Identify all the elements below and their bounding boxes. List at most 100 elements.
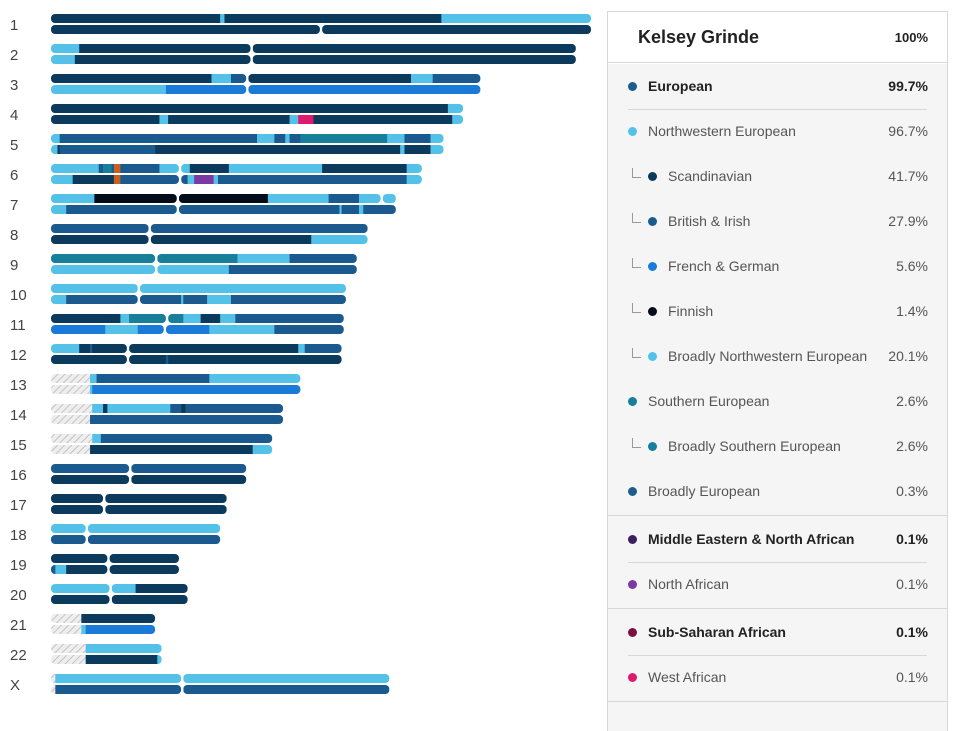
ancestry-segment[interactable] <box>72 175 115 184</box>
ancestry-segment[interactable] <box>131 475 247 484</box>
ancestry-segment[interactable] <box>452 115 464 124</box>
ancestry-segment[interactable] <box>51 674 56 683</box>
ancestry-segment[interactable] <box>109 565 180 574</box>
ancestry-segment[interactable] <box>51 224 149 233</box>
ancestry-segment[interactable] <box>51 355 128 364</box>
ancestry-segment[interactable] <box>252 445 273 454</box>
ancestry-segment[interactable] <box>51 164 100 173</box>
ancestry-segment[interactable] <box>51 584 110 593</box>
ancestry-segment[interactable] <box>51 565 56 574</box>
ancestry-segment[interactable] <box>51 374 91 383</box>
ancestry-segment[interactable] <box>235 314 344 323</box>
ancestry-segment[interactable] <box>289 134 301 143</box>
ancestry-segment[interactable] <box>257 134 275 143</box>
ancestry-segment[interactable] <box>51 625 82 634</box>
ancestry-segment[interactable] <box>339 205 342 214</box>
ancestry-segment[interactable] <box>51 434 93 443</box>
ancestry-segment[interactable] <box>363 205 396 214</box>
ancestry-segment[interactable] <box>298 344 306 353</box>
ancestry-segment[interactable] <box>387 134 405 143</box>
ancestry-segment[interactable] <box>150 235 312 244</box>
ancestry-segment[interactable] <box>55 674 182 683</box>
ancestry-segment[interactable] <box>322 164 407 173</box>
ancestry-segment[interactable] <box>51 325 106 334</box>
ancestry-segment[interactable] <box>178 194 269 203</box>
ancestry-segment[interactable] <box>92 404 104 413</box>
ancestry-segment[interactable] <box>111 164 115 173</box>
ancestry-row[interactable]: European 99.7% <box>608 64 947 109</box>
ancestry-segment[interactable] <box>100 434 273 443</box>
ancestry-segment[interactable] <box>51 205 67 214</box>
ancestry-segment[interactable] <box>90 415 284 424</box>
ancestry-segment[interactable] <box>92 385 301 394</box>
ancestry-segment[interactable] <box>51 265 156 274</box>
ancestry-segment[interactable] <box>51 44 80 53</box>
ancestry-segment[interactable] <box>231 74 247 83</box>
ancestry-segment[interactable] <box>85 625 156 634</box>
ancestry-segment[interactable] <box>81 625 86 634</box>
ancestry-segment[interactable] <box>159 115 169 124</box>
ancestry-segment[interactable] <box>90 445 253 454</box>
ancestry-segment[interactable] <box>66 295 139 304</box>
ancestry-segment[interactable] <box>55 565 67 574</box>
ancestry-segment[interactable] <box>51 464 130 473</box>
ancestry-segment[interactable] <box>98 164 104 173</box>
ancestry-segment[interactable] <box>209 325 275 334</box>
ancestry-segment[interactable] <box>432 74 481 83</box>
ancestry-segment[interactable] <box>194 175 214 184</box>
ancestry-segment[interactable] <box>59 134 156 143</box>
ancestry-segment[interactable] <box>211 74 232 83</box>
ancestry-segment[interactable] <box>168 355 342 364</box>
ancestry-segment[interactable] <box>248 74 412 83</box>
ancestry-segment[interactable] <box>51 494 104 503</box>
ancestry-segment[interactable] <box>328 194 360 203</box>
ancestry-segment[interactable] <box>183 295 208 304</box>
ancestry-segment[interactable] <box>168 115 290 124</box>
ancestry-segment[interactable] <box>178 205 340 214</box>
ancestry-segment[interactable] <box>51 505 104 514</box>
ancestry-segment[interactable] <box>51 445 91 454</box>
ancestry-segment[interactable] <box>51 175 73 184</box>
ancestry-segment[interactable] <box>165 325 210 334</box>
ancestry-segment[interactable] <box>51 194 95 203</box>
ancestry-segment[interactable] <box>358 194 381 203</box>
ancestry-segment[interactable] <box>120 164 160 173</box>
ancestry-segment[interactable] <box>51 554 108 563</box>
ancestry-segment[interactable] <box>252 44 576 53</box>
ancestry-segment[interactable] <box>51 314 121 323</box>
ancestry-segment[interactable] <box>274 325 344 334</box>
ancestry-segment[interactable] <box>111 584 136 593</box>
ancestry-segment[interactable] <box>430 145 444 154</box>
ancestry-segment[interactable] <box>322 25 591 34</box>
ancestry-row[interactable]: North African 0.1% <box>608 562 947 607</box>
ancestry-segment[interactable] <box>51 644 86 653</box>
ancestry-row[interactable]: Middle Eastern & North African 0.1% <box>608 517 947 562</box>
ancestry-segment[interactable] <box>113 164 121 173</box>
ancestry-segment[interactable] <box>165 355 169 364</box>
ancestry-segment[interactable] <box>168 314 184 323</box>
ancestry-segment[interactable] <box>165 85 247 94</box>
ancestry-segment[interactable] <box>139 284 346 293</box>
ancestry-segment[interactable] <box>322 14 442 23</box>
ancestry-segment[interactable] <box>228 265 357 274</box>
ancestry-segment[interactable] <box>157 655 162 664</box>
ancestry-segment[interactable] <box>187 175 195 184</box>
ancestry-segment[interactable] <box>237 254 290 263</box>
ancestry-segment[interactable] <box>224 14 323 23</box>
ancestry-segment[interactable] <box>51 614 82 623</box>
ancestry-row[interactable]: Southern European 2.6% <box>608 379 947 424</box>
ancestry-segment[interactable] <box>96 374 210 383</box>
ancestry-segment[interactable] <box>74 55 251 64</box>
ancestry-segment[interactable] <box>103 404 108 413</box>
ancestry-row[interactable]: Finnish 1.4% <box>608 289 947 334</box>
ancestry-segment[interactable] <box>51 685 56 694</box>
ancestry-segment[interactable] <box>51 595 110 604</box>
ancestry-row[interactable]: British & Irish 27.9% <box>608 199 947 244</box>
ancestry-segment[interactable] <box>181 175 188 184</box>
ancestry-segment[interactable] <box>129 344 299 353</box>
ancestry-segment[interactable] <box>341 205 360 214</box>
ancestry-segment[interactable] <box>213 175 219 184</box>
ancestry-segment[interactable] <box>181 404 186 413</box>
ancestry-segment[interactable] <box>120 175 180 184</box>
ancestry-segment[interactable] <box>289 254 358 263</box>
